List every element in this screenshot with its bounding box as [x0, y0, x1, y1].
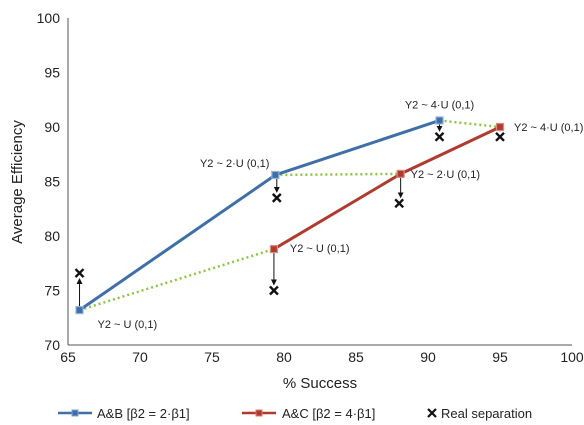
x-tick-label: 70 — [132, 349, 148, 365]
y-tick-label: 95 — [44, 65, 60, 81]
x-tick-label: 65 — [60, 349, 76, 365]
point-annotation: Y2 ~ 2·U (0,1) — [411, 169, 480, 181]
series-markers — [74, 116, 505, 315]
legend-label-ab: A&B [β2 = 2·β1] — [97, 406, 190, 421]
plot-area — [67, 18, 572, 346]
connector-line — [79, 247, 275, 312]
marker-ac — [396, 169, 405, 178]
point-annotation: Y2 ~ 2·U (0,1) — [200, 158, 269, 170]
marker-ac — [495, 122, 505, 132]
real-separation-marker — [74, 268, 85, 278]
x-tick-label: 85 — [348, 349, 364, 365]
x-tick-label: 80 — [276, 349, 292, 365]
separation-arrows — [76, 120, 503, 311]
x-tick-label: 95 — [492, 349, 508, 365]
legend-label-real: Real separation — [441, 406, 532, 421]
x-tick-label: 90 — [420, 349, 436, 365]
series-line-ab — [78, 119, 440, 312]
legend-marker-ab — [71, 409, 79, 417]
y-tick-label: 85 — [44, 174, 60, 190]
point-annotations: Y2 ~ U (0,1) Y2 ~ 2·U (0,1) Y2 ~ 4·U (0,1)… — [98, 99, 584, 331]
y-tick-label: 70 — [44, 337, 60, 353]
legend: A&B [β2 = 2·β1] A&C [β2 = 4·β1] Real sep… — [58, 406, 532, 421]
series-lines — [78, 119, 501, 312]
connector-line — [439, 119, 501, 129]
point-annotation: Y2 ~ U (0,1) — [98, 319, 158, 331]
real-separation-marker — [495, 131, 505, 142]
real-separation-marker — [269, 285, 279, 296]
series-line-ac — [273, 125, 501, 251]
marker-ab — [271, 170, 280, 180]
connector-lines — [79, 119, 501, 312]
x-axis-title: % Success — [283, 375, 357, 392]
real-separation-marker — [434, 131, 445, 142]
y-tick-label: 90 — [44, 119, 60, 135]
point-annotation: Y2 ~ 4·U (0,1) — [514, 122, 583, 134]
legend-marker-ac — [255, 409, 263, 417]
y-tick-label: 100 — [37, 10, 61, 26]
real-separation-marker — [394, 198, 405, 209]
y-tick-label: 80 — [44, 228, 60, 244]
x-tick-label: 100 — [560, 349, 584, 365]
x-tick-labels: 65 70 75 80 85 90 95 100 — [60, 349, 584, 365]
real-separation-marker — [271, 193, 282, 203]
point-annotation: Y2 ~ U (0,1) — [290, 243, 350, 255]
legend-label-ac: A&C [β2 = 4·β1] — [282, 406, 375, 421]
connector-line — [275, 172, 401, 177]
marker-ab — [435, 116, 444, 125]
point-annotation: Y2 ~ 4·U (0,1) — [405, 99, 474, 111]
legend-marker-real — [427, 408, 437, 418]
y-tick-labels: 70 75 80 85 90 95 100 — [37, 10, 61, 353]
y-tick-label: 75 — [44, 283, 60, 299]
marker-ab — [75, 306, 84, 315]
x-tick-label: 75 — [204, 349, 220, 365]
y-axis-title: Average Efficiency — [9, 120, 26, 244]
marker-ac — [269, 244, 279, 254]
